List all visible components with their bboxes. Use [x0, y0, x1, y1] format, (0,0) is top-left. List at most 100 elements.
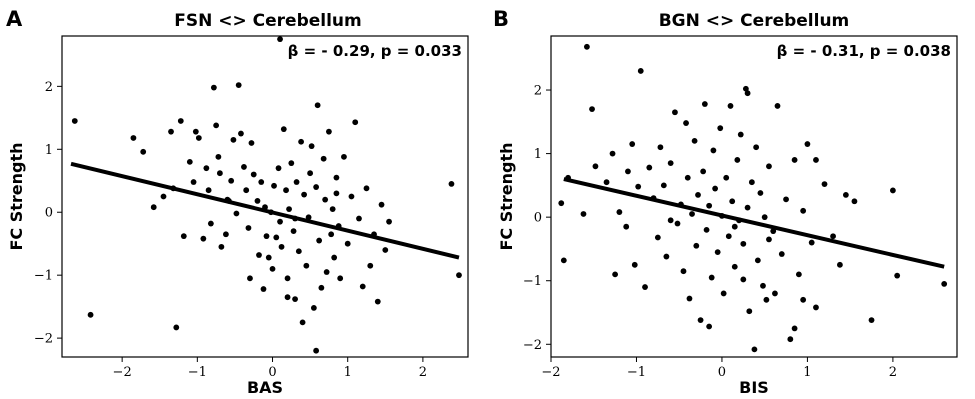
data-point — [717, 125, 724, 132]
data-point — [693, 242, 700, 249]
data-point — [87, 311, 94, 318]
data-point — [177, 118, 184, 124]
data-point — [889, 187, 896, 194]
x-tick-label: 2 — [419, 365, 427, 380]
data-point — [258, 179, 265, 185]
data-point — [700, 168, 707, 175]
data-point — [359, 283, 366, 290]
data-point — [592, 163, 599, 170]
data-point — [800, 296, 807, 303]
data-point — [558, 200, 565, 207]
data-point — [160, 193, 167, 200]
y-axis-label: FC Strength — [497, 142, 516, 250]
data-point — [748, 179, 755, 186]
data-point — [725, 233, 732, 240]
y-tick-label: 0 — [534, 211, 542, 226]
y-tick-label: −2 — [523, 338, 542, 353]
data-point — [263, 233, 270, 240]
data-point — [130, 135, 137, 141]
data-point — [603, 179, 610, 186]
data-point — [290, 228, 297, 235]
data-point — [303, 262, 310, 269]
data-point — [250, 171, 257, 178]
data-point — [280, 126, 287, 133]
panel-letter: A — [6, 7, 23, 31]
data-point — [205, 187, 212, 194]
data-point — [737, 131, 744, 138]
data-point — [322, 196, 329, 203]
stat-annotation: β = - 0.31, p = 0.038 — [777, 42, 951, 60]
data-point — [195, 135, 202, 141]
data-point — [734, 157, 741, 163]
data-point — [341, 153, 347, 160]
data-point — [710, 147, 717, 154]
data-point — [727, 103, 734, 109]
y-tick-label: −1 — [34, 269, 53, 284]
data-point — [729, 198, 736, 205]
y-tick-label: −2 — [34, 332, 53, 347]
data-point — [783, 196, 789, 203]
data-point — [337, 275, 344, 282]
data-point — [329, 206, 336, 212]
data-point — [210, 84, 217, 91]
data-point — [583, 43, 590, 50]
data-point — [284, 275, 291, 282]
data-point — [278, 243, 285, 250]
data-point — [308, 143, 315, 150]
data-point — [344, 240, 351, 247]
data-point — [386, 218, 392, 225]
chart-title: FSN <> Cerebellum — [174, 11, 362, 31]
data-point — [813, 304, 819, 311]
data-point — [286, 206, 292, 212]
data-point — [791, 157, 798, 163]
regression-line — [70, 161, 460, 260]
data-point — [310, 305, 317, 311]
data-point — [230, 136, 237, 143]
data-point — [720, 290, 727, 297]
data-point — [706, 323, 713, 330]
data-point — [207, 220, 214, 227]
chart-title: BGN <> Cerebellum — [659, 11, 850, 31]
data-point — [766, 163, 772, 170]
plot-frame — [550, 35, 958, 358]
data-point — [830, 233, 836, 240]
data-point — [180, 233, 187, 240]
data-point — [173, 324, 180, 331]
data-point — [851, 198, 858, 205]
data-point — [787, 336, 794, 343]
data-point — [305, 214, 312, 221]
data-point — [589, 106, 595, 112]
data-point — [241, 164, 247, 170]
data-point — [374, 298, 381, 305]
data-point — [667, 160, 674, 167]
data-point — [821, 181, 828, 188]
data-point — [742, 85, 749, 92]
data-point — [740, 276, 747, 283]
data-point — [795, 271, 802, 278]
data-point — [560, 257, 567, 264]
y-axis-label: FC Strength — [7, 142, 26, 250]
data-point — [723, 174, 730, 181]
data-point — [894, 272, 901, 279]
data-point — [192, 128, 199, 135]
data-point — [637, 68, 644, 74]
data-point — [751, 346, 758, 353]
data-point — [313, 184, 320, 190]
data-point — [623, 223, 630, 230]
data-point — [761, 214, 768, 221]
data-point — [691, 137, 698, 144]
data-point — [333, 174, 340, 181]
x-tick-label: 1 — [344, 365, 352, 380]
data-point — [763, 296, 770, 303]
data-point — [248, 140, 255, 146]
data-point — [313, 347, 320, 354]
data-point — [654, 234, 661, 241]
data-point — [706, 202, 713, 209]
data-point — [667, 217, 674, 224]
data-point — [663, 253, 670, 260]
data-point — [378, 201, 385, 208]
data-point — [753, 144, 760, 151]
data-point — [299, 319, 306, 326]
data-point — [754, 257, 761, 264]
data-point — [247, 275, 253, 282]
